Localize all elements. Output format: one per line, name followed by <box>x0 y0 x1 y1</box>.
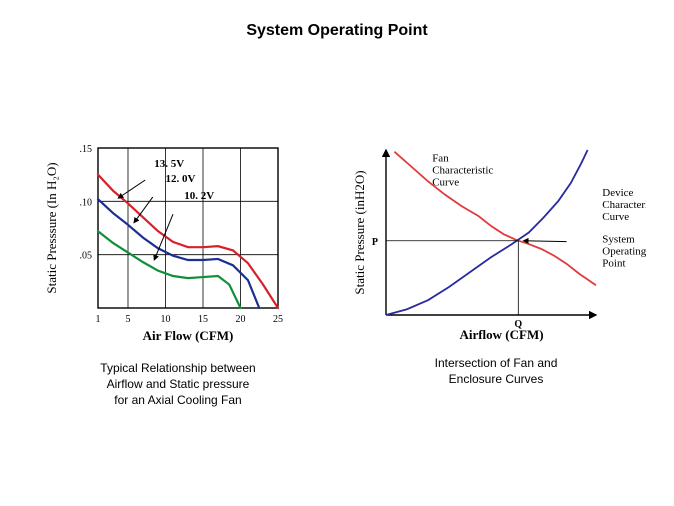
right-caption-line2: Enclosure Curves <box>449 372 544 386</box>
panels: 1510152025.05.10.1513. 5V12. 0V10. 2VAir… <box>0 140 674 409</box>
right-caption: Intersection of Fan and Enclosure Curves <box>346 355 646 387</box>
right-panel: PQFanCharacteristicCurveDeviceCharacteri… <box>346 140 646 409</box>
svg-text:SystemOperatingPoint: SystemOperatingPoint <box>602 233 646 269</box>
svg-text:Static Presssure (In H₂O): Static Presssure (In H₂O) <box>44 162 59 293</box>
svg-text:.15: .15 <box>80 144 93 155</box>
right-chart-svg: PQFanCharacteristicCurveDeviceCharacteri… <box>346 140 646 345</box>
left-caption: Typical Relationship between Airflow and… <box>28 360 328 409</box>
page-title-text: System Operating Point <box>246 22 427 39</box>
svg-text:.10: .10 <box>80 197 93 208</box>
page-title: System Operating Point <box>0 22 674 40</box>
svg-text:Airflow (CFM): Airflow (CFM) <box>459 327 543 342</box>
svg-text:DeviceCharacteristicCurve: DeviceCharacteristicCurve <box>602 187 646 223</box>
svg-text:1: 1 <box>96 314 101 325</box>
svg-text:20: 20 <box>236 314 246 325</box>
svg-text:13. 5V: 13. 5V <box>154 158 184 170</box>
svg-text:25: 25 <box>273 314 283 325</box>
svg-text:12. 0V: 12. 0V <box>166 173 196 185</box>
left-caption-line3: for an Axial Cooling Fan <box>114 393 241 407</box>
right-caption-line1: Intersection of Fan and <box>435 356 558 370</box>
svg-text:5: 5 <box>126 314 131 325</box>
right-plot: PQFanCharacteristicCurveDeviceCharacteri… <box>346 140 646 345</box>
left-chart-svg: 1510152025.05.10.1513. 5V12. 0V10. 2VAir… <box>28 140 288 350</box>
left-panel: 1510152025.05.10.1513. 5V12. 0V10. 2VAir… <box>28 140 328 409</box>
svg-text:15: 15 <box>198 314 208 325</box>
svg-text:FanCharacteristicCurve: FanCharacteristicCurve <box>432 153 493 189</box>
svg-text:P: P <box>372 237 378 248</box>
left-caption-line1: Typical Relationship between <box>100 361 255 375</box>
left-plot: 1510152025.05.10.1513. 5V12. 0V10. 2VAir… <box>28 140 328 350</box>
svg-text:10. 2V: 10. 2V <box>184 190 214 202</box>
left-caption-line2: Airflow and Static pressure <box>107 377 250 391</box>
svg-text:.05: .05 <box>80 251 93 262</box>
svg-text:10: 10 <box>161 314 171 325</box>
svg-text:Static Pressure (inH2O): Static Pressure (inH2O) <box>352 170 367 294</box>
svg-text:Air Flow (CFM): Air Flow (CFM) <box>143 328 234 343</box>
